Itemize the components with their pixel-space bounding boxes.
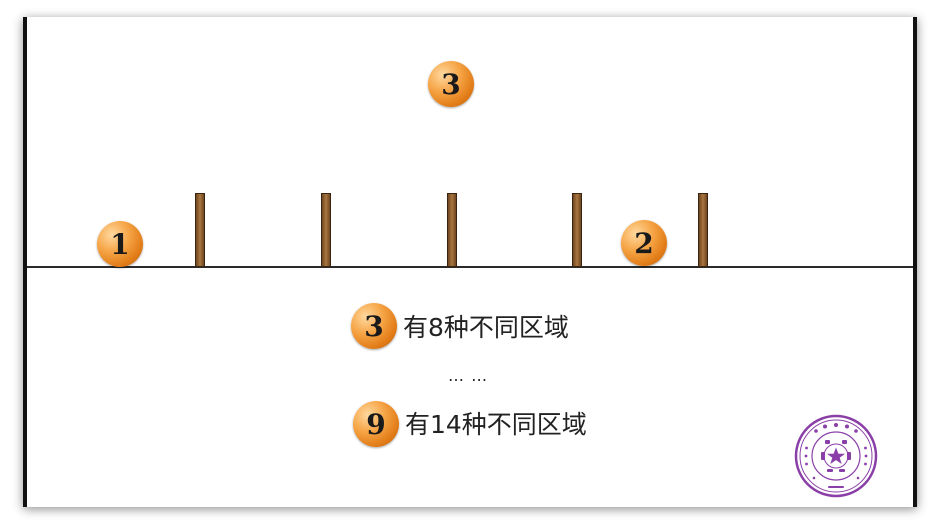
statement-2-ball-label: 9 xyxy=(366,407,386,441)
university-seal-logo xyxy=(794,414,878,498)
statement-2-ball: 9 xyxy=(353,401,399,447)
statement-1-text: 有8种不同区域 xyxy=(403,313,569,342)
slide-left-border xyxy=(23,17,27,507)
statement-1-ball: 3 xyxy=(351,303,397,349)
ball-left: 1 xyxy=(97,221,143,267)
ball-top: 3 xyxy=(428,61,474,107)
ground-line xyxy=(27,266,913,268)
ball-right: 2 xyxy=(621,220,667,266)
slide: 3 1 2 3 有8种不同区域 … … 9 有14种不同区域 xyxy=(23,17,917,507)
statement-2-text: 有14种不同区域 xyxy=(405,410,587,439)
post xyxy=(195,193,205,267)
post xyxy=(321,193,331,267)
slide-right-border xyxy=(913,17,917,507)
ellipsis: … … xyxy=(448,366,489,385)
post xyxy=(572,193,582,267)
ball-top-label: 3 xyxy=(441,67,461,101)
ball-left-label: 1 xyxy=(110,227,130,261)
statement-1-ball-label: 3 xyxy=(364,309,384,343)
post xyxy=(447,193,457,267)
ball-right-label: 2 xyxy=(634,226,654,260)
post xyxy=(698,193,708,267)
